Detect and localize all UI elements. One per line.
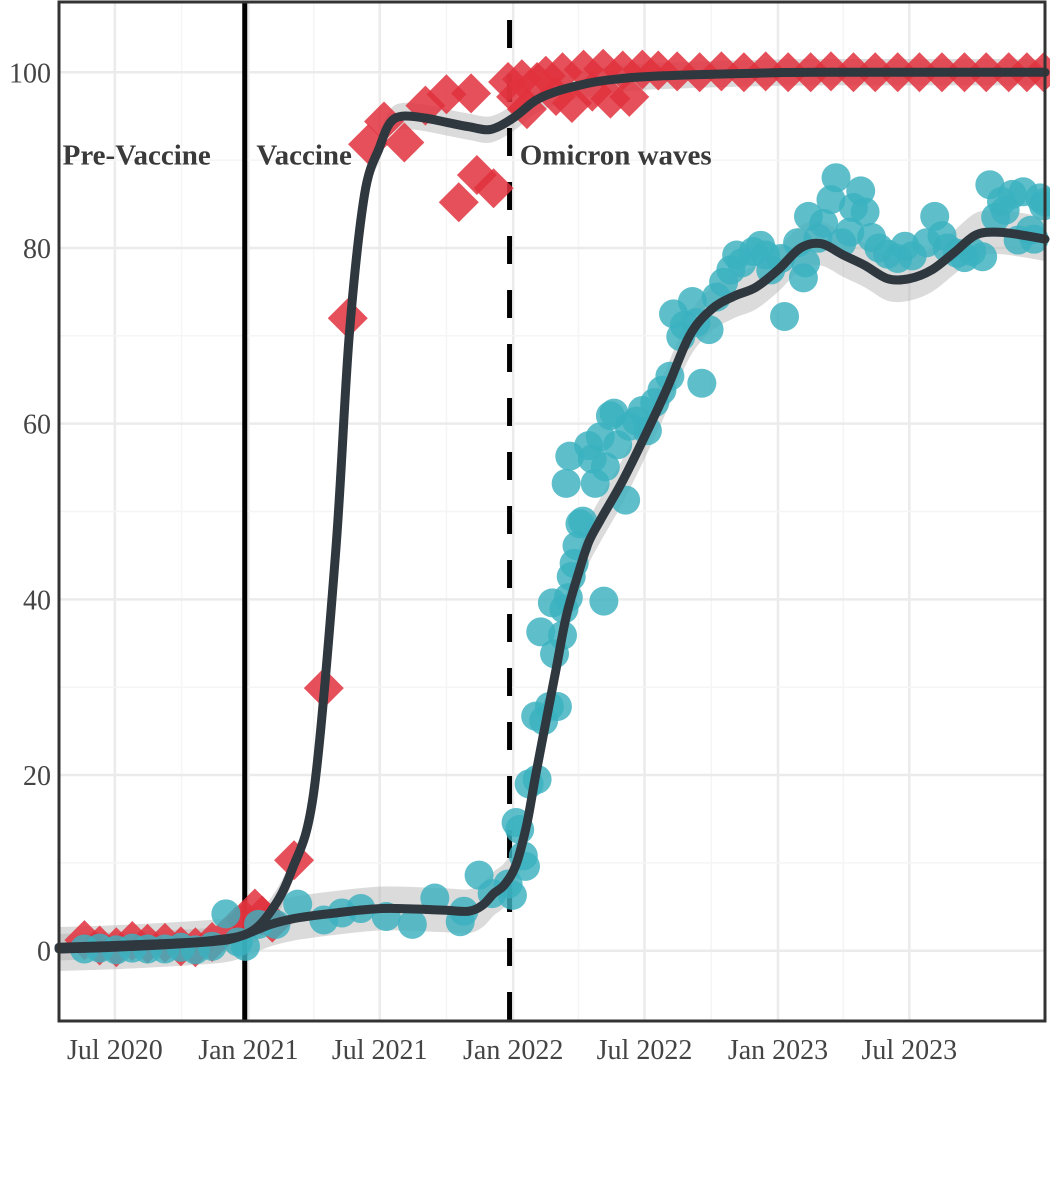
- y-tick-label: 100: [9, 58, 51, 89]
- phase-label: Vaccine: [256, 140, 352, 172]
- y-tick-label: 60: [23, 410, 51, 441]
- y-tick-label: 80: [23, 234, 51, 265]
- y-tick-label: 40: [23, 585, 51, 616]
- circle-point: [809, 208, 839, 238]
- diamond-point: [451, 73, 492, 114]
- diamond-point: [473, 168, 514, 209]
- diamond-point: [609, 76, 650, 117]
- diamond-point: [384, 122, 425, 163]
- trend-line: [54, 227, 1050, 954]
- data-points: [64, 48, 1050, 968]
- circle-point: [791, 248, 821, 278]
- circle-point: [968, 242, 998, 272]
- y-tick-label: 0: [37, 937, 51, 968]
- circle-point: [770, 301, 800, 331]
- x-axis-tick-labels: Jul 2020 Jan 2021 Jul 2021 Jan 2022 Jul 2022…: [67, 1035, 957, 1066]
- circle-point: [816, 185, 846, 215]
- trend-line: [54, 67, 1050, 952]
- phase-labels: Pre-Vaccine Vaccine Omicron waves: [63, 140, 712, 172]
- x-tick-label: Jan 2022: [463, 1035, 563, 1066]
- phase-label: Pre-Vaccine: [63, 140, 211, 172]
- circle-point: [568, 506, 598, 536]
- confidence-band: [59, 59, 1045, 961]
- x-tick-label: Jul 2020: [67, 1035, 163, 1066]
- circle-point: [590, 452, 620, 482]
- circle-point: [397, 909, 427, 939]
- y-tick-label: 20: [23, 761, 51, 792]
- trend-lines: [54, 67, 1050, 954]
- x-tick-label: Jul 2023: [861, 1035, 957, 1066]
- circle-point: [850, 197, 880, 227]
- circle-point: [211, 899, 241, 929]
- circle-point: [526, 617, 556, 647]
- circle-point: [589, 586, 619, 616]
- x-tick-label: Jan 2023: [728, 1035, 828, 1066]
- x-tick-label: Jul 2022: [597, 1035, 693, 1066]
- circle-point: [835, 217, 865, 247]
- confidence-bands: [59, 59, 1045, 971]
- gridlines: [59, 2, 1045, 1021]
- y-axis-tick-labels: 0 20 40 60 80 100: [9, 58, 51, 967]
- circle-point: [283, 889, 313, 919]
- x-tick-label: Jan 2021: [198, 1035, 298, 1066]
- circle-point: [821, 163, 851, 193]
- circle-point: [551, 468, 581, 498]
- diamond-point: [426, 74, 467, 115]
- circle-point: [687, 368, 717, 398]
- phase-label: Omicron waves: [520, 140, 712, 172]
- x-tick-label: Jul 2021: [332, 1035, 428, 1066]
- diamond-point: [364, 101, 405, 142]
- diamond-point: [438, 182, 479, 223]
- plot-border: [57, 0, 1047, 1023]
